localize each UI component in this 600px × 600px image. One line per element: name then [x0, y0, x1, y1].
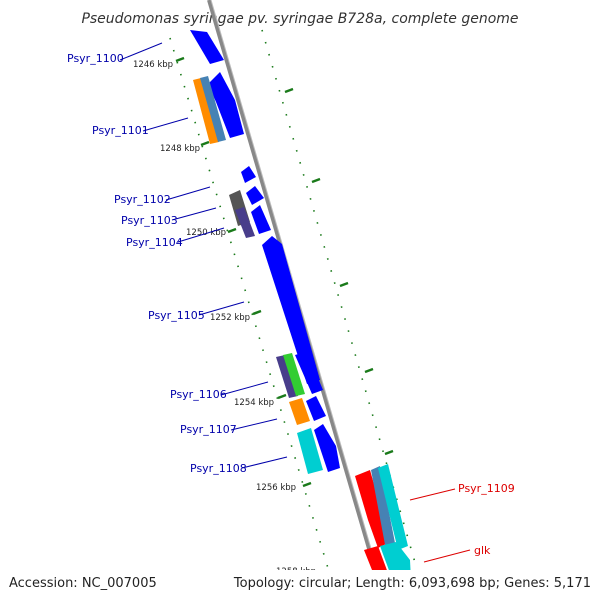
gene-arrow [241, 166, 256, 183]
gene-label-glk[interactable]: glk [474, 544, 491, 557]
gene-arrow [262, 236, 320, 384]
gene-label-psyr-1103[interactable]: Psyr_1103 [121, 214, 178, 227]
tick-mark [302, 481, 312, 488]
tick-mark [339, 281, 349, 288]
genome-summary-text: Topology: circular; Length: 6,093,698 bp… [233, 576, 591, 591]
gene-block [193, 78, 219, 144]
gene-block [276, 355, 298, 398]
gene-label-psyr-1109[interactable]: Psyr_1109 [458, 482, 515, 495]
gene-arrow [251, 205, 271, 234]
tick-mark [311, 177, 321, 184]
leader-lines [119, 42, 471, 563]
gene-block [297, 428, 323, 474]
tick-label: 1254 kbp [234, 398, 274, 408]
gene-label-psyr-1102[interactable]: Psyr_1102 [114, 193, 171, 206]
gene-block [235, 207, 255, 238]
gene-label-psyr-1101[interactable]: Psyr_1101 [92, 124, 149, 137]
gene-features [190, 30, 412, 600]
gene-label-psyr-1108[interactable]: Psyr_1108 [190, 462, 247, 475]
tick-mark [284, 87, 294, 94]
tick-mark [227, 227, 237, 234]
gene-arrow [306, 396, 326, 421]
map-title: Pseudomonas syringae pv. syringae B728a,… [81, 11, 518, 27]
gene-block [289, 398, 310, 425]
gene-label-psyr-1107[interactable]: Psyr_1107 [180, 423, 237, 436]
gene-arrow [246, 186, 264, 205]
gene-arrow [190, 30, 224, 64]
gene-arrow [355, 470, 390, 548]
tick-label: 1252 kbp [210, 313, 250, 323]
gene-block [378, 464, 408, 550]
gene-arrow [295, 351, 323, 394]
tick-label: 1246 kbp [133, 60, 173, 70]
gene-label-psyr-1106[interactable]: Psyr_1106 [170, 388, 227, 401]
tick-marks [175, 56, 394, 488]
gene-block [200, 76, 226, 142]
tick-mark [384, 449, 394, 456]
gene-label-psyr-1100[interactable]: Psyr_1100 [67, 52, 124, 65]
gene-block [283, 353, 305, 396]
gene-block [371, 466, 396, 550]
tick-mark [175, 56, 185, 63]
tick-mark [277, 393, 287, 400]
gene-arrow [208, 72, 244, 138]
tick-mark [252, 309, 262, 316]
gene-label-psyr-1104[interactable]: Psyr_1104 [126, 236, 183, 249]
gene-label-psyr-1105[interactable]: Psyr_1105 [148, 309, 205, 322]
inner-guide-line [169, 37, 331, 576]
tick-mark [364, 367, 374, 374]
accession-text: Accession: NC_007005 [9, 576, 157, 591]
footer-background [0, 570, 600, 600]
tick-label: 1256 kbp [256, 483, 296, 493]
gene-arrow [314, 424, 340, 472]
tick-label: 1248 kbp [160, 144, 200, 154]
tick-mark [200, 140, 210, 147]
